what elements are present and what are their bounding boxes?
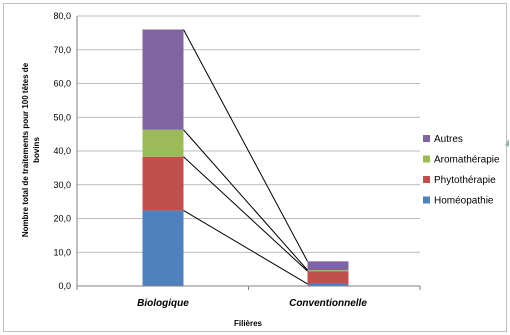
x-category-label: Biologique [137,298,189,309]
connector-line [183,209,308,285]
y-tick-label: 30,0 [53,180,71,190]
y-tick-label: 70,0 [53,45,71,55]
bars [142,29,349,286]
legend-label: Homéopathie [434,196,494,207]
legend-swatch [423,135,430,142]
y-tick-label: 40,0 [53,146,71,156]
bar-segment-homéopathie [142,210,184,286]
bar-segment-aromathérapie [142,129,184,157]
axes [76,16,421,290]
connector-lines [183,29,308,285]
connector-line [183,156,308,272]
x-axis-title: Filières [234,319,263,328]
bar-segment-autres [142,29,184,130]
y-tick-label: 0,0 [58,281,71,291]
bar-segment-phytothérapie [142,156,184,211]
bar-segment-aromathérapie [307,270,349,272]
legend-label: Aromathérapie [434,155,500,166]
y-tick-label: 80,0 [53,11,71,21]
y-tick-label: 50,0 [53,112,71,122]
y-tick-label: 10,0 [53,247,71,257]
legend-label: Autres [434,134,463,145]
x-category-label: Conventionnelle [289,298,367,309]
legend-swatch [423,155,430,163]
x-category-labels: Biologique Conventionnelle [137,298,367,309]
y-axis-title: Nombre total de traitements pour 100 têt… [21,62,41,237]
gridlines [77,15,420,253]
connector-line [183,29,308,262]
connector-line [183,129,308,271]
legend-label: Phytothérapie [434,175,496,186]
bar-segment-autres [307,261,349,271]
y-tick-label: 60,0 [53,79,71,89]
chart-frame [3,3,507,332]
legend: Autres Aromathérapie Phytothérapie Homéopat… [423,134,500,207]
y-tick-labels: 0,0 10,0 20,0 30,0 40,0 50,0 60,0 70,0 80,0 [53,11,71,291]
legend-swatch [423,176,430,183]
y-axis-title-line-1: Nombre total de traitements pour 100 têt… [21,62,30,237]
bar-segment-phytothérapie [307,271,349,284]
y-axis-title-line-2: bovins [32,137,41,163]
y-tick-label: 20,0 [53,214,71,224]
decorative-mark [505,139,509,147]
legend-swatch [423,196,430,204]
bar-segment-homéopathie [307,283,349,286]
